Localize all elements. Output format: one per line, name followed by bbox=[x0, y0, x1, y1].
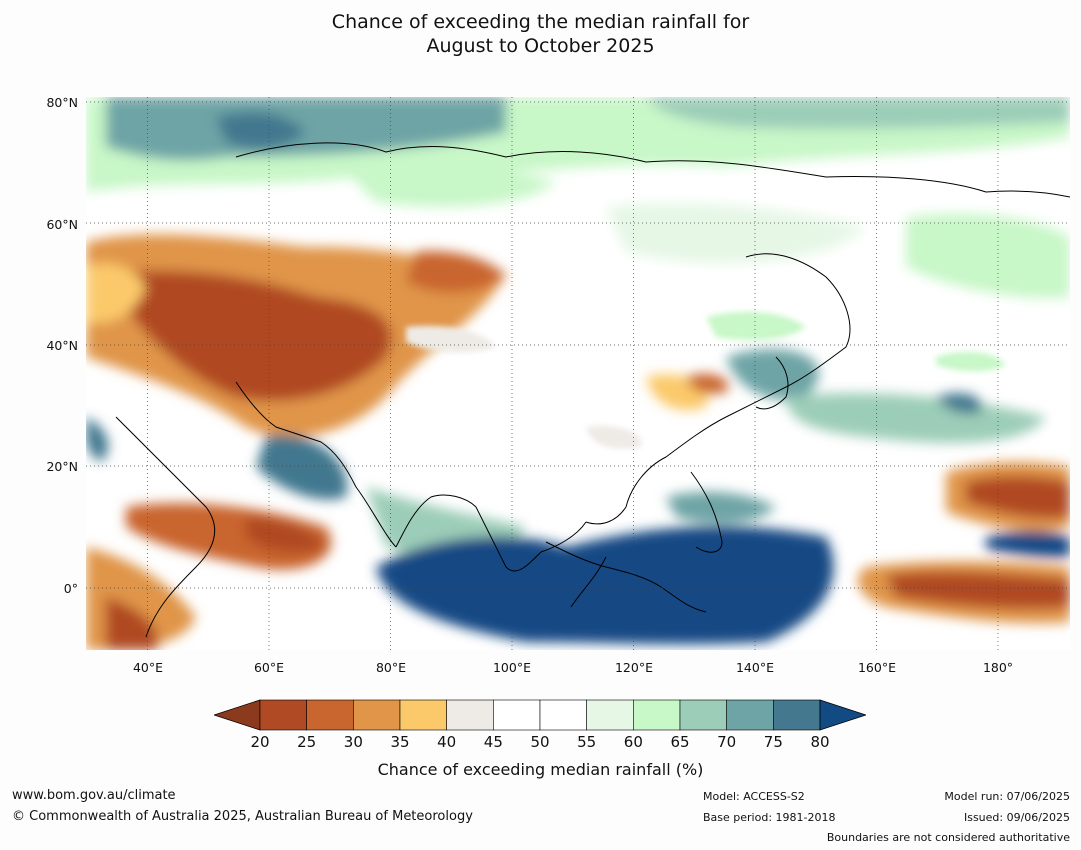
footer-base-period: Base period: 1981-2018 bbox=[703, 811, 836, 824]
rainfall-map bbox=[86, 97, 1070, 650]
colorbar-tick-60: 60 bbox=[623, 733, 643, 751]
colorbar-tick-80: 80 bbox=[810, 733, 830, 751]
coastlines bbox=[115, 142, 1070, 638]
lat-label-60n: 60°N bbox=[46, 217, 78, 232]
colorbar-tick-55: 55 bbox=[577, 733, 597, 751]
lat-label-0: 0° bbox=[63, 581, 78, 596]
lon-label-180: 180° bbox=[982, 660, 1014, 675]
colorbar-swatch-35-40 bbox=[399, 699, 447, 731]
colorbar-swatch-75-80 bbox=[773, 699, 821, 731]
colorbar-swatch-70-75 bbox=[726, 699, 774, 731]
map-title: Chance of exceeding the median rainfall … bbox=[0, 10, 1081, 58]
colorbar-tick-25: 25 bbox=[297, 733, 317, 751]
colorbar-tick-45: 45 bbox=[483, 733, 503, 751]
footer-website: www.bom.gov.au/climate bbox=[12, 788, 176, 803]
title-line-2: August to October 2025 bbox=[426, 35, 655, 57]
lon-label-160e: 160°E bbox=[857, 660, 896, 675]
lon-label-60e: 60°E bbox=[253, 660, 285, 675]
graticule bbox=[86, 97, 1070, 650]
colorbar-swatch-60-65 bbox=[633, 699, 681, 731]
footer-issued: Issued: 09/06/2025 bbox=[963, 811, 1070, 824]
colorbar-swatch-50-55 bbox=[539, 699, 587, 731]
lon-label-140e: 140°E bbox=[735, 660, 774, 675]
footer-model: Model: ACCESS-S2 bbox=[703, 790, 805, 803]
colorbar-tick-20: 20 bbox=[250, 733, 270, 751]
colorbar-swatch-30-35 bbox=[353, 699, 401, 731]
footer-copyright: © Commonwealth of Australia 2025, Austra… bbox=[12, 809, 473, 824]
lon-label-120e: 120°E bbox=[614, 660, 653, 675]
colorbar-tick-40: 40 bbox=[437, 733, 457, 751]
colorbar-swatches bbox=[212, 699, 868, 731]
lat-label-20n: 20°N bbox=[46, 459, 78, 474]
colorbar-swatch-40-45 bbox=[446, 699, 494, 731]
title-line-1: Chance of exceeding the median rainfall … bbox=[331, 11, 750, 33]
colorbar-swatch-20-25 bbox=[259, 699, 307, 731]
colorbar bbox=[212, 699, 868, 735]
colorbar-label: Chance of exceeding median rainfall (%) bbox=[377, 760, 704, 779]
colorbar-arrow-high bbox=[819, 699, 868, 731]
colorbar-tick-75: 75 bbox=[763, 733, 783, 751]
probability-detail bbox=[406, 311, 1006, 449]
probability-field bbox=[86, 97, 1070, 650]
colorbar-swatch-45-50 bbox=[493, 699, 541, 731]
colorbar-swatch-65-70 bbox=[679, 699, 727, 731]
lon-label-40e: 40°E bbox=[132, 660, 164, 675]
colorbar-tick-35: 35 bbox=[390, 733, 410, 751]
colorbar-swatch-55-60 bbox=[586, 699, 634, 731]
colorbar-tick-50: 50 bbox=[530, 733, 550, 751]
lon-label-80e: 80°E bbox=[375, 660, 407, 675]
colorbar-tick-30: 30 bbox=[343, 733, 363, 751]
lon-label-100e: 100°E bbox=[492, 660, 531, 675]
colorbar-arrow-low bbox=[212, 699, 261, 731]
colorbar-swatch-25-30 bbox=[306, 699, 354, 731]
lat-label-80n: 80°N bbox=[46, 95, 78, 110]
colorbar-tick-65: 65 bbox=[670, 733, 690, 751]
lat-label-40n: 40°N bbox=[46, 338, 78, 353]
colorbar-tick-70: 70 bbox=[717, 733, 737, 751]
footer-model-run: Model run: 07/06/2025 bbox=[944, 790, 1070, 803]
footer-boundaries-note: Boundaries are not considered authoritat… bbox=[826, 831, 1070, 844]
